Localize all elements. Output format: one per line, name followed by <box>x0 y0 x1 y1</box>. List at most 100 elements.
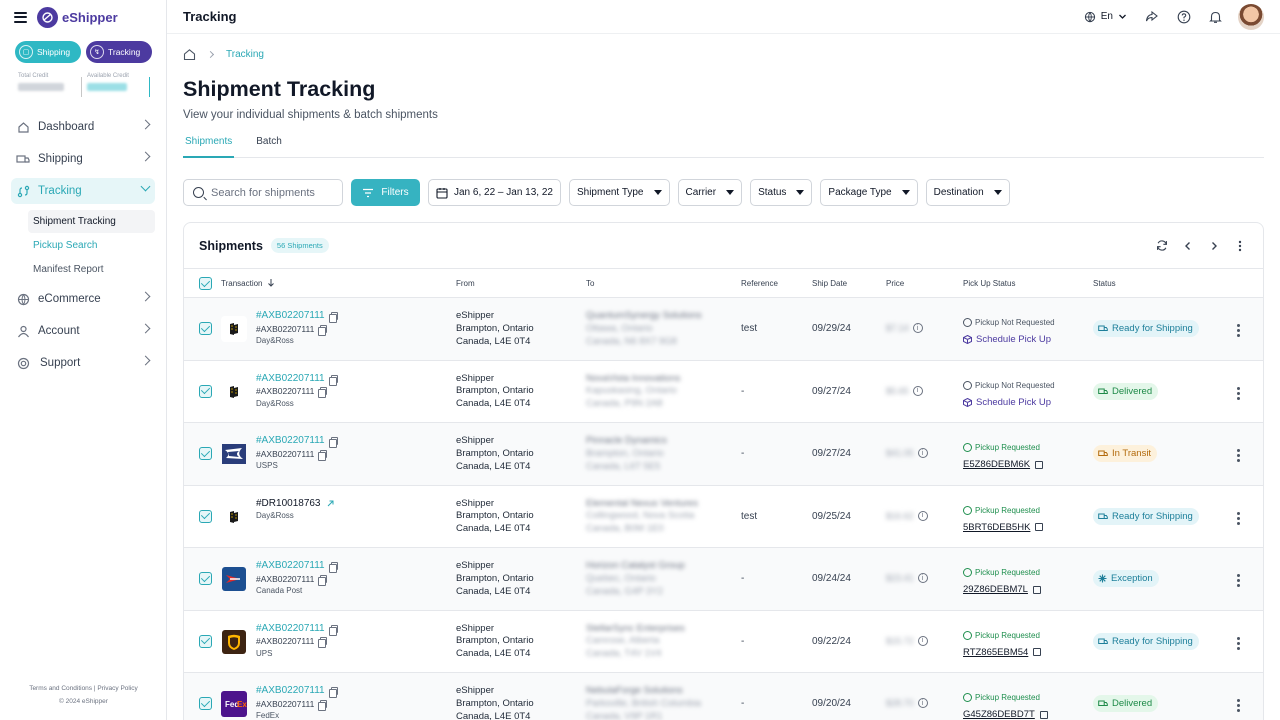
copy-icon[interactable] <box>318 387 328 399</box>
pickup-confirmation-link[interactable]: 29Z86DEBM7L <box>963 584 1028 595</box>
tracking-mode-button[interactable]: ↯ Tracking <box>86 41 152 63</box>
tracking-number-link[interactable]: #AXB02207111 <box>256 372 325 384</box>
destination-dropdown[interactable]: Destination <box>925 179 1010 206</box>
row-checkbox[interactable] <box>199 322 212 335</box>
info-icon[interactable]: i <box>917 510 928 521</box>
info-icon[interactable]: i <box>917 635 928 646</box>
breadcrumb-current[interactable]: Tracking <box>226 48 264 60</box>
menu-icon[interactable] <box>14 11 27 23</box>
row-more-icon[interactable] <box>1237 324 1240 337</box>
help-icon[interactable] <box>1176 9 1191 24</box>
column-header-from: From <box>456 278 475 288</box>
info-icon[interactable]: i <box>917 698 928 708</box>
submenu-manifest-report[interactable]: Manifest Report <box>33 264 104 275</box>
row-checkbox[interactable] <box>199 572 212 585</box>
table-row[interactable]: Fed Ex #AXB02207111 #AXB02207111 FedEx eShipp… <box>184 673 1263 720</box>
tracking-number-link[interactable]: #AXB02207111 <box>256 310 325 321</box>
pickup-confirmation-link[interactable]: 5BRT6DEB5HK <box>963 521 1031 533</box>
carrier-dropdown[interactable]: Carrier <box>677 179 743 206</box>
row-more-icon[interactable] <box>1237 449 1240 462</box>
schedule-pickup-button[interactable]: Schedule Pick Up <box>963 394 1055 411</box>
pickup-confirmation-link[interactable]: RTZ865EBM54 <box>963 646 1029 658</box>
chevron-left-icon[interactable] <box>1182 240 1194 252</box>
schedule-pickup-button[interactable]: Schedule Pick Up <box>963 331 1055 348</box>
refresh-icon[interactable] <box>1156 240 1168 252</box>
tracking-number-link[interactable]: #AXB02207111 <box>256 622 325 634</box>
submenu-shipment-tracking[interactable]: Shipment Tracking <box>28 210 155 233</box>
to-line: Parksville, British Columbia <box>586 697 702 709</box>
pickup-confirmation-link[interactable]: G45Z86DEBD7T <box>963 709 1035 720</box>
row-more-icon[interactable] <box>1237 511 1240 525</box>
sidebar-item-tracking[interactable]: Tracking <box>11 178 155 204</box>
home-icon[interactable] <box>183 48 196 61</box>
external-arrow-icon[interactable] <box>327 500 334 507</box>
search-input[interactable]: Search for shipments <box>183 179 343 206</box>
copy-icon[interactable] <box>318 324 328 336</box>
table-row[interactable]: #DR10018763 Day&Ross eShipper Brampton, Ont… <box>184 486 1263 548</box>
chevron-right-icon[interactable] <box>1208 240 1220 252</box>
tab-batch[interactable]: Batch <box>256 136 282 147</box>
sidebar-item-support[interactable]: Support <box>11 350 155 376</box>
row-more-icon[interactable] <box>1237 386 1240 400</box>
external-link-icon[interactable] <box>1033 648 1042 656</box>
copy-icon[interactable] <box>328 687 338 699</box>
share-icon[interactable] <box>1144 9 1159 24</box>
row-checkbox[interactable] <box>199 447 212 460</box>
carrier-logo <box>221 503 247 530</box>
external-link-icon[interactable] <box>1035 523 1044 531</box>
tracking-number-link[interactable]: #AXB02207111 <box>256 435 325 446</box>
copy-icon[interactable] <box>318 699 328 711</box>
copy-icon[interactable] <box>328 312 338 324</box>
shipment-type-dropdown[interactable]: Shipment Type <box>568 179 670 206</box>
filters-button[interactable]: Filters <box>351 179 420 206</box>
info-icon[interactable]: i <box>912 385 923 396</box>
row-more-icon[interactable] <box>1237 636 1240 650</box>
shipping-mode-button[interactable]: ▢ Shipping <box>15 41 81 63</box>
table-row[interactable]: #AXB02207111 #AXB02207111 Day&Ross eShipper… <box>184 361 1263 423</box>
sidebar-item-account[interactable]: Account <box>11 318 155 344</box>
language-selector[interactable]: En <box>1084 11 1127 23</box>
sidebar-item-ecommerce[interactable]: eCommerce <box>11 286 155 312</box>
copy-icon[interactable] <box>328 562 338 574</box>
table-row[interactable]: #AXB02207111 #AXB02207111 Day&Ross eShipper… <box>184 298 1263 361</box>
external-link-icon[interactable] <box>1039 710 1048 719</box>
row-checkbox[interactable] <box>199 697 212 710</box>
external-link-icon[interactable] <box>1035 460 1044 469</box>
sidebar-item-dashboard[interactable]: Dashboard <box>11 114 155 140</box>
info-icon[interactable]: i <box>912 323 923 333</box>
package-type-dropdown[interactable]: Package Type <box>820 179 918 206</box>
topbar: Tracking En <box>167 0 1280 34</box>
table-row[interactable]: #AXB02207111 #AXB02207111 Canada Post eShip… <box>184 548 1263 611</box>
column-header-transaction[interactable]: Transaction <box>221 278 275 288</box>
tracking-number-link[interactable]: #AXB02207111 <box>256 560 325 571</box>
more-vertical-icon[interactable] <box>1234 240 1246 252</box>
copy-icon[interactable] <box>328 624 338 636</box>
table-row[interactable]: #AXB02207111 #AXB02207111 UPS eShipper Bramp… <box>184 611 1263 673</box>
external-link-icon[interactable] <box>1032 585 1041 594</box>
date-range-picker[interactable]: Jan 6, 22 – Jan 13, 22 <box>428 179 561 206</box>
row-more-icon[interactable] <box>1237 699 1240 712</box>
row-checkbox[interactable] <box>199 509 212 523</box>
user-avatar[interactable] <box>1238 3 1264 30</box>
submenu-pickup-search[interactable]: Pickup Search <box>33 240 98 251</box>
notification-bell-icon[interactable] <box>1208 9 1223 24</box>
row-checkbox[interactable] <box>199 384 212 398</box>
tracking-number-link[interactable]: #AXB02207111 <box>256 685 325 696</box>
pickup-confirmation-link[interactable]: E5Z86DEBM6K <box>963 459 1031 470</box>
sidebar-item-shipping[interactable]: Shipping <box>11 146 155 172</box>
tracking-number-link[interactable]: #DR10018763 <box>256 497 321 509</box>
status-dropdown[interactable]: Status <box>750 179 813 206</box>
select-all-checkbox[interactable] <box>199 277 212 290</box>
copy-icon[interactable] <box>318 449 328 461</box>
info-icon[interactable]: i <box>917 448 928 458</box>
info-icon[interactable]: i <box>917 573 928 583</box>
footer-links[interactable]: Terms and Conditions | Privacy Policy <box>29 685 138 692</box>
copy-icon[interactable] <box>318 574 328 586</box>
tab-shipments[interactable]: Shipments <box>183 134 235 158</box>
row-more-icon[interactable] <box>1237 574 1240 587</box>
copy-icon[interactable] <box>328 374 338 386</box>
copy-icon[interactable] <box>328 437 338 449</box>
copy-icon[interactable] <box>318 637 328 649</box>
table-row[interactable]: #AXB02207111 #AXB02207111 USPS eShipper Bram… <box>184 423 1263 486</box>
row-checkbox[interactable] <box>199 634 212 648</box>
